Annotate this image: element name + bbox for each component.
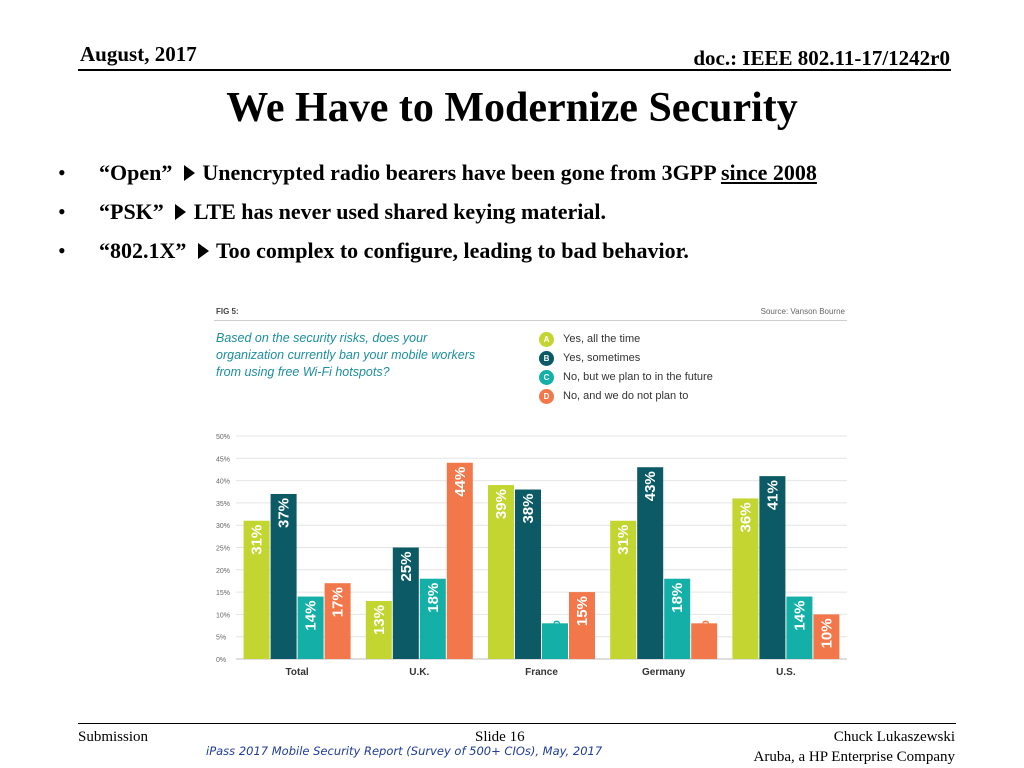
- since-2008-link[interactable]: since 2008: [720, 160, 817, 185]
- bar: [446, 462, 473, 659]
- bar: [419, 578, 446, 659]
- data-label: 39%: [493, 489, 510, 519]
- x-category-label: Germany: [642, 667, 686, 678]
- bullet-text: Too complex to configure, leading to bad…: [216, 238, 689, 263]
- bar: [637, 467, 664, 659]
- bar: [270, 493, 297, 659]
- bullet-dot: •: [58, 199, 66, 224]
- bar: [542, 623, 568, 659]
- y-tick-label: 45%: [216, 456, 230, 463]
- footer-company: Aruba, a HP Enterprise Company: [753, 749, 955, 765]
- data-label: 38%: [520, 494, 537, 524]
- bar: [759, 476, 786, 659]
- data-label: 10%: [818, 618, 835, 648]
- data-label: 14%: [303, 601, 320, 631]
- footer-rule: [78, 723, 956, 724]
- bar: [365, 601, 392, 659]
- data-label: 17%: [330, 587, 347, 617]
- legend-label: No, and we do not plan to: [563, 390, 689, 402]
- data-label: 41%: [764, 480, 781, 510]
- bullet-item-8021x: • “802.1X” Too complex to configure, lea…: [55, 238, 817, 277]
- bullet-text: LTE has never used shared keying materia…: [193, 199, 606, 224]
- x-category-label: Total: [286, 667, 309, 678]
- figure-source: Source: Vanson Bourne: [760, 307, 845, 316]
- y-tick-label: 25%: [216, 546, 230, 553]
- y-tick-label: 20%: [216, 568, 230, 575]
- data-label: 13%: [371, 605, 388, 635]
- bar: [569, 592, 595, 659]
- bullet-item-open: • “Open” Unencrypted radio bearers have …: [55, 160, 817, 199]
- legend-badge: A: [539, 332, 554, 347]
- y-tick-label: 30%: [216, 523, 230, 530]
- data-label: 31%: [249, 525, 266, 555]
- survey-figure: FIG 5: Source: Vanson Bourne Based on th…: [206, 296, 847, 688]
- header-rule: [78, 69, 951, 71]
- bar: [610, 520, 637, 659]
- bar: [813, 614, 840, 659]
- bar: [664, 578, 691, 659]
- footer-slide-number: Slide 16: [475, 729, 525, 745]
- data-label: 18%: [425, 583, 442, 613]
- data-label: 37%: [276, 498, 293, 528]
- data-label: 8%: [547, 620, 564, 642]
- figure-label: FIG 5:: [216, 307, 239, 316]
- bar: [786, 596, 813, 659]
- data-label: 25%: [398, 552, 415, 582]
- bullet-list: • “Open” Unencrypted radio bearers have …: [55, 160, 817, 277]
- data-label: 8%: [696, 620, 713, 642]
- data-label: 14%: [791, 601, 808, 631]
- footer-source-note: iPass 2017 Mobile Security Report (Surve…: [206, 744, 603, 758]
- y-tick-label: 35%: [216, 501, 230, 508]
- footer-author: Chuck Lukaszewski: [833, 729, 955, 745]
- legend-badge: D: [539, 389, 554, 404]
- legend-label: Yes, sometimes: [563, 352, 641, 364]
- bullet-dot: •: [58, 160, 66, 185]
- legend-badge: B: [539, 351, 554, 366]
- right-arrow-icon: [183, 165, 195, 181]
- data-label: 31%: [615, 525, 632, 555]
- y-tick-label: 40%: [216, 479, 230, 486]
- data-label: 15%: [574, 596, 591, 626]
- bar: [732, 498, 759, 659]
- right-arrow-icon: [197, 243, 209, 259]
- legend-badge: C: [539, 370, 554, 385]
- y-tick-label: 5%: [216, 635, 226, 642]
- y-tick-label: 10%: [216, 612, 230, 619]
- bullet-term: “PSK”: [99, 199, 164, 224]
- bar: [515, 489, 541, 659]
- bullet-dot: •: [58, 238, 66, 263]
- y-tick-label: 50%: [216, 434, 230, 441]
- x-category-label: France: [525, 667, 558, 678]
- right-arrow-icon: [175, 204, 187, 220]
- bar: [324, 583, 351, 659]
- bullet-term: “Open”: [99, 160, 173, 185]
- figure-question: Based on the security risks, does your o…: [216, 331, 476, 379]
- bar: [243, 520, 270, 659]
- header-doc-id: doc.: IEEE 802.11-17/1242r0: [693, 46, 950, 70]
- bar: [297, 596, 324, 659]
- slide-title: We Have to Modernize Security: [226, 85, 798, 131]
- legend-label: No, but we plan to in the future: [563, 371, 713, 383]
- bar: [691, 623, 718, 659]
- bar-chart: 0% 5% 10% 15% 20% 25% 30% 35% 40% 45% 50% 31% 37% 14%…: [216, 434, 847, 678]
- legend-label: Yes, all the time: [563, 333, 641, 345]
- y-tick-label: 15%: [216, 590, 230, 597]
- y-tick-label: 0%: [216, 657, 226, 664]
- bullet-term: “802.1X”: [99, 238, 187, 263]
- bar: [392, 547, 419, 659]
- bar: [488, 485, 514, 659]
- data-label: 36%: [737, 502, 754, 532]
- data-label: 43%: [642, 471, 659, 501]
- data-label: 44%: [452, 467, 469, 497]
- bullet-text: Unencrypted radio bearers have been gone…: [202, 160, 716, 185]
- figure-divider: [214, 320, 847, 321]
- x-category-label: U.S.: [776, 667, 796, 678]
- data-label: 18%: [669, 583, 686, 613]
- x-category-label: U.K.: [409, 667, 429, 678]
- header-date: August, 2017: [80, 42, 197, 66]
- bullet-item-psk: • “PSK” LTE has never used shared keying…: [55, 199, 817, 238]
- footer-submission: Submission: [78, 729, 149, 745]
